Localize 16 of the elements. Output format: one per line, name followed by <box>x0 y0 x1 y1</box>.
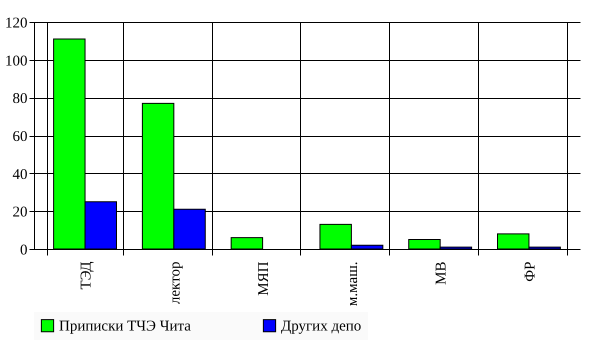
y-tick-label: 60 <box>12 129 28 145</box>
x-tick-label: МЯП <box>256 261 272 296</box>
bar <box>230 237 264 250</box>
y-tick-label: 120 <box>5 16 28 32</box>
legend-label: Других депо <box>281 318 362 335</box>
y-tick-label: 40 <box>12 166 28 183</box>
y-tick-label: 20 <box>12 204 28 221</box>
x-tick-label: лектор <box>167 262 184 304</box>
y-tick-label: 80 <box>12 91 28 108</box>
y-tick-label: 100 <box>5 53 28 70</box>
y-tick-label: 0 <box>20 242 28 258</box>
x-tick-label: м.маш. <box>344 262 361 306</box>
x-tick-label: МВ <box>434 262 450 285</box>
x-tick-label: ФР <box>522 262 538 282</box>
x-tick-label: ТЭД <box>78 262 95 290</box>
legend-label: Приписки ТЧЭ Чита <box>59 318 192 335</box>
